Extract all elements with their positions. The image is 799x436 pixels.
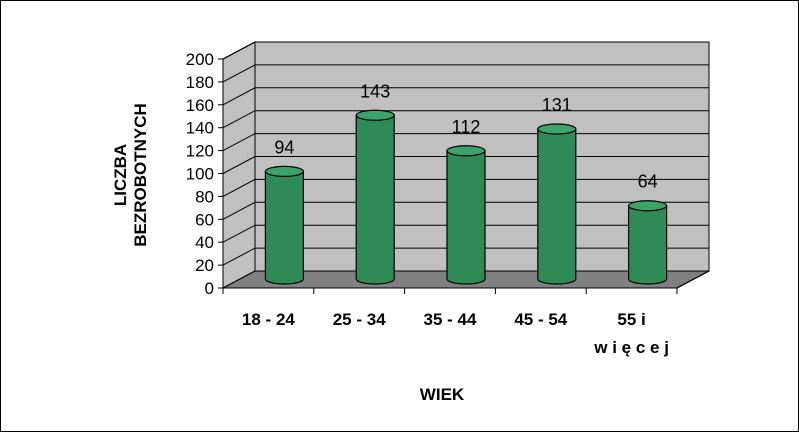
bar — [264, 170, 304, 285]
y-tick-label: 20 — [195, 256, 214, 275]
bar-top — [355, 109, 395, 121]
y-axis-title-line1: LICZBA — [111, 144, 130, 206]
x-tick-label: 55 i — [617, 310, 645, 329]
x-tick-label: 35 - 44 — [424, 310, 477, 329]
gridline — [222, 87, 709, 106]
y-tick-label: 180 — [186, 73, 214, 92]
y-tick-label: 120 — [186, 142, 214, 161]
bar — [355, 114, 395, 285]
data-label: 112 — [452, 117, 481, 137]
y-tick-label: 200 — [186, 50, 214, 69]
x-tick-label: 45 - 54 — [514, 310, 567, 329]
gridline — [222, 64, 709, 83]
y-tick-label: 140 — [186, 119, 214, 138]
bar-top — [446, 145, 486, 157]
data-label: 64 — [638, 172, 658, 192]
y-tick-label: 160 — [186, 96, 214, 115]
chart-axes — [218, 58, 710, 294]
chart-labels: 0 20 40 60 80 100 120 140 160 180 200 94 18 - 24 143 2… — [186, 50, 669, 357]
y-tick-label: 100 — [186, 165, 214, 184]
gridline — [222, 110, 709, 129]
data-label: 143 — [360, 81, 390, 101]
data-label: 131 — [542, 95, 572, 115]
bar — [446, 150, 486, 285]
data-label: 94 — [274, 137, 294, 157]
chart-bars — [264, 109, 668, 285]
gridline — [222, 41, 709, 60]
floor-edge — [676, 270, 710, 289]
x-tick-label: 25 - 34 — [333, 310, 386, 329]
x-tick-label: w i ę c e j — [593, 338, 669, 357]
bar-top — [537, 123, 577, 135]
bar — [537, 128, 577, 285]
y-axis-title-line2: BEZROBOTNYCH — [131, 103, 150, 247]
y-tick-label: 40 — [195, 233, 214, 252]
y-tick-label: 0 — [205, 279, 214, 298]
x-axis-title: WIEK — [420, 385, 465, 404]
bar-top — [627, 200, 668, 212]
bar — [628, 205, 668, 285]
y-tick-label: 60 — [195, 210, 214, 229]
bar-top — [264, 165, 304, 177]
y-tick-label: 80 — [195, 187, 214, 206]
x-tick-label: 18 - 24 — [242, 310, 295, 329]
